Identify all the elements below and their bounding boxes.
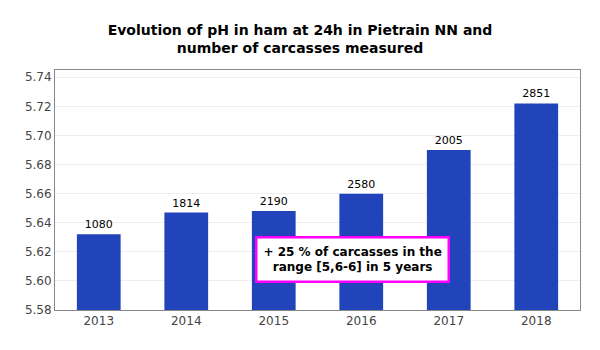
svg-text:5.64: 5.64: [25, 216, 52, 230]
svg-text:5.60: 5.60: [25, 274, 52, 288]
svg-text:+ 25 % of carcasses in therang: + 25 % of carcasses in therange [5,6-6] …: [264, 245, 442, 275]
svg-text:5.62: 5.62: [25, 245, 52, 259]
svg-text:2580: 2580: [347, 178, 375, 191]
svg-text:2015: 2015: [258, 314, 289, 328]
svg-text:2014: 2014: [171, 314, 202, 328]
svg-text:5.74: 5.74: [25, 70, 52, 84]
svg-text:2017: 2017: [433, 314, 464, 328]
svg-text:5.68: 5.68: [25, 158, 52, 172]
svg-text:2005: 2005: [435, 134, 463, 147]
svg-text:2016: 2016: [346, 314, 377, 328]
svg-text:2018: 2018: [521, 314, 552, 328]
svg-text:5.58: 5.58: [25, 303, 52, 317]
svg-text:2190: 2190: [260, 195, 288, 208]
svg-text:Evolution of pH in ham at 24h: Evolution of pH in ham at 24h in Pietrai…: [108, 22, 493, 56]
svg-text:2013: 2013: [83, 314, 114, 328]
svg-text:5.70: 5.70: [25, 129, 52, 143]
svg-text:1080: 1080: [85, 218, 113, 231]
svg-text:1814: 1814: [172, 197, 200, 210]
svg-text:5.72: 5.72: [25, 100, 52, 114]
svg-text:2851: 2851: [522, 87, 550, 100]
svg-text:5.66: 5.66: [25, 187, 52, 201]
